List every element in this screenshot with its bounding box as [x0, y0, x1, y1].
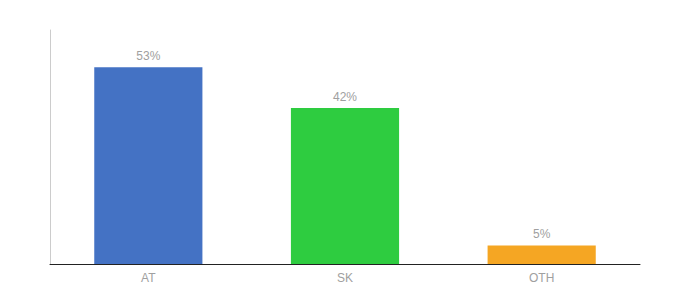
svg-text:42%: 42% — [333, 90, 357, 104]
svg-text:AT: AT — [141, 271, 156, 285]
svg-text:OTH: OTH — [529, 271, 554, 285]
svg-text:53%: 53% — [136, 49, 160, 63]
svg-text:5%: 5% — [533, 227, 551, 241]
svg-text:SK: SK — [337, 271, 353, 285]
